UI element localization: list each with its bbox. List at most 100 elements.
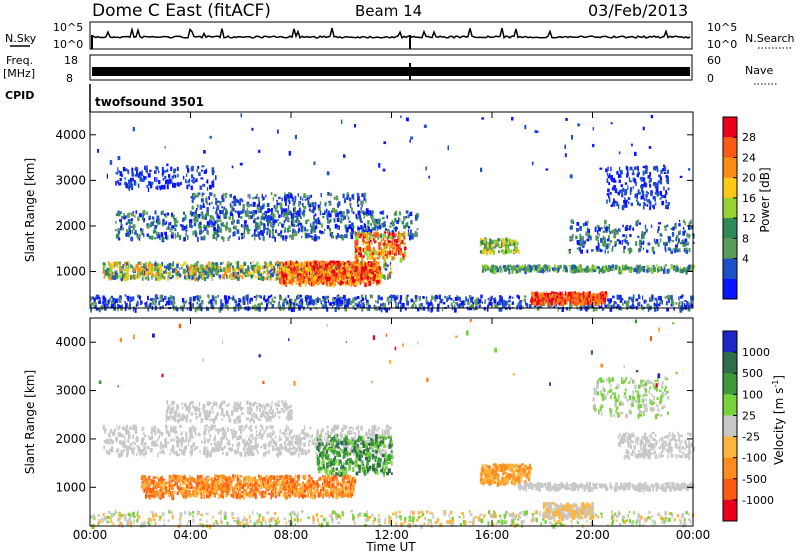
echo-cell [640, 266, 643, 272]
echo-cell [316, 264, 318, 269]
echo-cell [378, 254, 382, 258]
echo-cell [259, 208, 262, 213]
echo-cell [196, 193, 200, 198]
echo-cell [191, 179, 193, 183]
echo-cell [570, 300, 572, 305]
echo-cell [288, 234, 292, 238]
echo-cell [403, 224, 406, 229]
echo-cell [221, 210, 224, 215]
echo-cell [355, 272, 357, 276]
echo-cell [105, 302, 107, 305]
echo-cell [359, 232, 361, 235]
echo-cell [588, 291, 591, 295]
echo-cell [187, 180, 190, 184]
echo-cell [519, 265, 522, 269]
echo-cell [159, 299, 162, 302]
echo-cell [599, 268, 602, 273]
echo-cell [487, 304, 489, 309]
echo-cell [351, 194, 354, 199]
echo-cell [532, 301, 534, 305]
echo-cell [118, 170, 121, 173]
echo-cell [518, 301, 521, 304]
echo-cell [351, 231, 354, 235]
echo-cell [164, 213, 167, 217]
echo-cell [427, 308, 430, 312]
echo-cell [231, 275, 233, 279]
echo-cell [264, 307, 267, 312]
echo-cell [492, 246, 496, 249]
echo-cell [208, 202, 211, 206]
echo-cell [149, 302, 152, 308]
echo-cell [243, 220, 247, 224]
echo-cell [368, 246, 371, 252]
echo-cell [262, 229, 265, 234]
echo-cell [269, 269, 272, 272]
echo-cell [173, 220, 177, 225]
echo-cell [169, 295, 173, 301]
echo-cell [221, 236, 224, 240]
echo-cell [372, 254, 374, 260]
echo-cell [614, 306, 617, 309]
echo-cell [191, 199, 194, 203]
echo-cell [274, 268, 277, 272]
echo-cell [601, 307, 605, 311]
echo-cell [157, 232, 160, 237]
echo-cell [146, 233, 149, 237]
echo-cell [296, 295, 299, 300]
echo-cell [179, 267, 181, 271]
echo-cell [599, 306, 603, 309]
echo-cell [132, 274, 135, 279]
echo-cell [261, 302, 263, 306]
echo-cell [253, 233, 256, 236]
echo-cell [366, 299, 369, 303]
echo-cell [418, 296, 421, 300]
echo-cell [191, 275, 194, 280]
echo-cell [315, 298, 318, 303]
echo-cell [102, 269, 106, 274]
echo-cell [146, 301, 148, 304]
echo-cell [270, 216, 273, 221]
echo-cell [378, 279, 382, 283]
echo-cell [636, 268, 638, 274]
echo-cell [315, 218, 318, 224]
echo-cell [162, 221, 164, 225]
echo-cell [191, 212, 194, 216]
echo-cell [364, 265, 366, 269]
echo-cell [147, 304, 150, 309]
echo-cell [204, 270, 207, 276]
echo-cell [615, 302, 617, 305]
echo-cell [118, 262, 121, 265]
echo-cell [581, 269, 583, 273]
echo-cell [528, 304, 532, 309]
echo-cell [196, 168, 198, 173]
echo-cell [134, 214, 136, 218]
echo-cell [373, 246, 375, 249]
echo-cell [339, 268, 342, 272]
echo-cell [360, 300, 363, 303]
echo-cell [255, 234, 258, 237]
echo-cell [149, 222, 153, 228]
echo-cell [394, 241, 396, 246]
echo-cell [370, 222, 372, 227]
echo-cell [592, 300, 595, 306]
echo-cell [242, 271, 246, 275]
echo-cell [391, 239, 393, 243]
echo-cell [294, 206, 296, 211]
echo-cell [271, 226, 273, 230]
echo-cell [166, 168, 169, 173]
echo-cell [191, 206, 195, 210]
echo-cell [296, 278, 298, 282]
echo-cell [556, 295, 559, 299]
echo-cell [362, 241, 365, 246]
echo-cell [564, 299, 566, 305]
echo-cell [147, 173, 151, 178]
echo-cell [313, 299, 316, 304]
echo-cell [462, 305, 465, 309]
echo-cell [314, 213, 317, 217]
echo-cell [170, 227, 173, 231]
echo-cell [394, 210, 398, 216]
echo-cell [571, 292, 575, 297]
echo-cell [508, 303, 511, 308]
echo-cell [146, 268, 149, 271]
echo-cell [498, 300, 501, 306]
